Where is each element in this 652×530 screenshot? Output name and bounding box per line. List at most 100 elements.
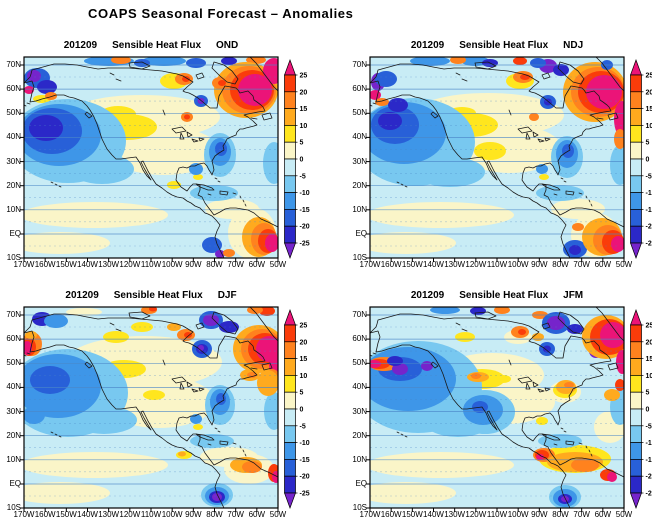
lon-tick-label: 130W xyxy=(98,510,120,519)
svg-text:20: 20 xyxy=(646,339,652,346)
svg-text:-25: -25 xyxy=(300,491,310,498)
panel-season: OND xyxy=(216,40,239,51)
lat-tick-label: EQ xyxy=(9,479,21,488)
lon-tick-label: 70W xyxy=(227,260,244,269)
lon-tick-label: 60W xyxy=(248,510,266,519)
lat-tick-label: 10S xyxy=(352,253,367,262)
panel-season: NDJ xyxy=(563,40,584,51)
svg-text:15: 15 xyxy=(646,106,652,113)
svg-text:5: 5 xyxy=(646,390,650,397)
lon-tick-label: 90W xyxy=(185,260,202,269)
lat-tick-label: 20N xyxy=(352,180,367,190)
lat-tick-label: 20N xyxy=(6,180,21,190)
anomaly-map-ond xyxy=(20,56,279,262)
svg-text:10: 10 xyxy=(300,123,308,130)
colorbar: 25 20 15 10 5 0 -5 -10 -15 -20 -25 xyxy=(283,308,316,510)
lon-tick-label: 120W xyxy=(465,510,487,519)
lon-tick-label: 80W xyxy=(552,260,569,269)
svg-text:15: 15 xyxy=(300,356,308,363)
lon-tick-label: 70W xyxy=(573,510,590,519)
panel-ndj: 201209 Sensible Heat Flux NDJ 70N 60N 50N 4… xyxy=(352,40,652,269)
lon-tick-label: 130W xyxy=(444,510,466,519)
panel-djf: 201209 Sensible Heat Flux DJF 70N 60N 50N 4… xyxy=(6,290,309,519)
lon-tick-label: 110W xyxy=(140,510,162,519)
svg-text:0: 0 xyxy=(646,157,650,164)
panel-date: 201209 xyxy=(63,40,98,51)
panel-variable: Sensible Heat Flux xyxy=(112,40,202,51)
lat-tick-label: 70N xyxy=(6,60,21,69)
panel-season: DJF xyxy=(217,290,237,301)
map-svg xyxy=(20,56,279,262)
lon-tick-label: 80W xyxy=(206,510,223,519)
colorbar: 25 20 15 10 5 0 -5 -10 -15 -20 -25 xyxy=(629,308,652,510)
lon-tick-label: 50W xyxy=(615,510,633,519)
lon-tick-label: 110W xyxy=(140,260,162,269)
lon-tick-label: 160W xyxy=(380,510,402,519)
svg-text:-25: -25 xyxy=(646,491,652,498)
lon-tick-label: 100W xyxy=(507,260,529,269)
lat-tick-label: 40N xyxy=(6,382,21,392)
lon-tick-label: 140W xyxy=(423,510,444,519)
lon-tick-label: 60W xyxy=(248,260,266,269)
lon-tick-label: 100W xyxy=(161,260,183,269)
lon-tick-label: 150W xyxy=(401,260,423,269)
lat-tick-label: 60N xyxy=(6,334,21,344)
svg-text:15: 15 xyxy=(300,106,308,113)
svg-text:-20: -20 xyxy=(646,474,652,481)
lat-tick-label: 30N xyxy=(6,406,21,416)
lon-tick-label: 140W xyxy=(77,510,98,519)
svg-text:10: 10 xyxy=(300,373,308,380)
svg-text:25: 25 xyxy=(300,323,308,330)
svg-text:-10: -10 xyxy=(300,440,310,447)
svg-text:-5: -5 xyxy=(646,173,652,180)
lat-tick-label: 30N xyxy=(352,406,367,416)
svg-text:15: 15 xyxy=(646,356,652,363)
colorbar-svg: 25 20 15 10 5 0 -5 -10 -15 -20 -25 xyxy=(629,308,652,510)
lon-tick-label: 90W xyxy=(531,510,548,519)
lat-tick-label: 10S xyxy=(6,503,21,512)
anomaly-map-djf xyxy=(20,306,279,512)
lon-tick-label: 160W xyxy=(34,260,56,269)
lat-tick-label: 50N xyxy=(6,108,21,118)
lon-tick-label: 150W xyxy=(55,510,77,519)
svg-text:-15: -15 xyxy=(646,457,652,464)
lat-tick-label: 50N xyxy=(6,358,21,368)
panel-ond: 201209 Sensible Heat Flux OND 70N 60N 50N 4… xyxy=(6,40,309,269)
lat-tick-label: 10N xyxy=(6,454,21,464)
lat-tick-label: 10S xyxy=(352,503,367,512)
svg-text:-10: -10 xyxy=(646,440,652,447)
lon-tick-label: 100W xyxy=(507,510,529,519)
lon-tick-label: 110W xyxy=(486,510,508,519)
lon-tick-label: 50W xyxy=(269,510,287,519)
lat-tick-label: 50N xyxy=(352,108,367,118)
svg-text:-15: -15 xyxy=(646,207,652,214)
lon-tick-label: 160W xyxy=(34,510,56,519)
svg-text:10: 10 xyxy=(646,123,652,130)
lon-tick-label: 80W xyxy=(552,510,569,519)
lat-tick-label: 40N xyxy=(6,132,21,142)
panel-season: JFM xyxy=(563,290,584,301)
panel-title: 201209 Sensible Heat Flux JFM xyxy=(370,290,624,301)
svg-text:20: 20 xyxy=(646,89,652,96)
svg-text:20: 20 xyxy=(300,339,308,346)
lat-tick-label: 30N xyxy=(6,156,21,166)
lon-tick-label: 140W xyxy=(77,260,98,269)
anomaly-map-jfm xyxy=(366,306,625,512)
lon-tick-label: 70W xyxy=(227,510,244,519)
svg-text:0: 0 xyxy=(300,407,304,414)
lat-tick-label: 10N xyxy=(6,204,21,214)
lon-tick-label: 130W xyxy=(98,260,120,269)
panel-variable: Sensible Heat Flux xyxy=(459,290,549,301)
panel-title: 201209 Sensible Heat Flux NDJ xyxy=(370,40,624,51)
svg-text:-20: -20 xyxy=(300,474,310,481)
lat-tick-label: EQ xyxy=(9,229,21,238)
lat-tick-label: 70N xyxy=(352,310,367,319)
lon-tick-label: 100W xyxy=(161,510,183,519)
map-svg xyxy=(20,306,279,512)
lon-tick-label: 120W xyxy=(119,510,141,519)
colorbar-svg: 25 20 15 10 5 0 -5 -10 -15 -20 -25 xyxy=(283,58,310,260)
lat-tick-label: EQ xyxy=(355,229,367,238)
lat-tick-label: 60N xyxy=(352,84,367,94)
lat-tick-label: 10N xyxy=(352,454,367,464)
